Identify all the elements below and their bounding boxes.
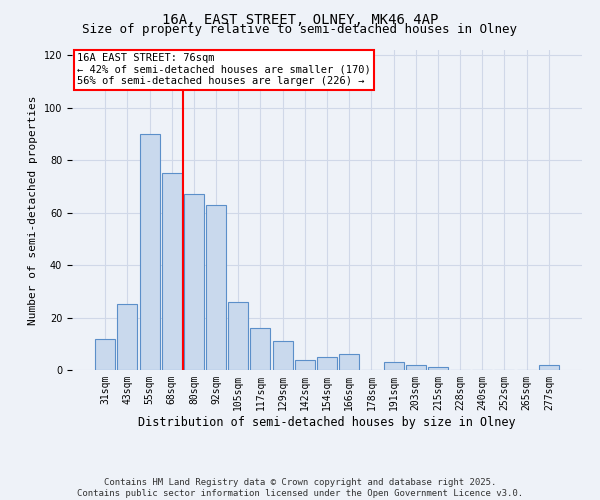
Y-axis label: Number of semi-detached properties: Number of semi-detached properties bbox=[28, 95, 38, 325]
Bar bbox=[295, 360, 315, 370]
Text: 16A EAST STREET: 76sqm
← 42% of semi-detached houses are smaller (170)
56% of se: 16A EAST STREET: 76sqm ← 42% of semi-det… bbox=[77, 53, 371, 86]
Text: Contains HM Land Registry data © Crown copyright and database right 2025.
Contai: Contains HM Land Registry data © Crown c… bbox=[77, 478, 523, 498]
Bar bbox=[383, 362, 404, 370]
Bar bbox=[95, 338, 115, 370]
Bar bbox=[250, 328, 271, 370]
Bar bbox=[228, 302, 248, 370]
Bar bbox=[162, 174, 182, 370]
Bar bbox=[539, 365, 559, 370]
Text: 16A, EAST STREET, OLNEY, MK46 4AP: 16A, EAST STREET, OLNEY, MK46 4AP bbox=[162, 12, 438, 26]
Bar bbox=[317, 357, 337, 370]
Text: Size of property relative to semi-detached houses in Olney: Size of property relative to semi-detach… bbox=[83, 22, 517, 36]
Bar bbox=[206, 205, 226, 370]
Bar bbox=[184, 194, 204, 370]
Bar bbox=[140, 134, 160, 370]
X-axis label: Distribution of semi-detached houses by size in Olney: Distribution of semi-detached houses by … bbox=[138, 416, 516, 428]
Bar bbox=[428, 368, 448, 370]
Bar bbox=[272, 341, 293, 370]
Bar bbox=[118, 304, 137, 370]
Bar bbox=[406, 365, 426, 370]
Bar bbox=[339, 354, 359, 370]
